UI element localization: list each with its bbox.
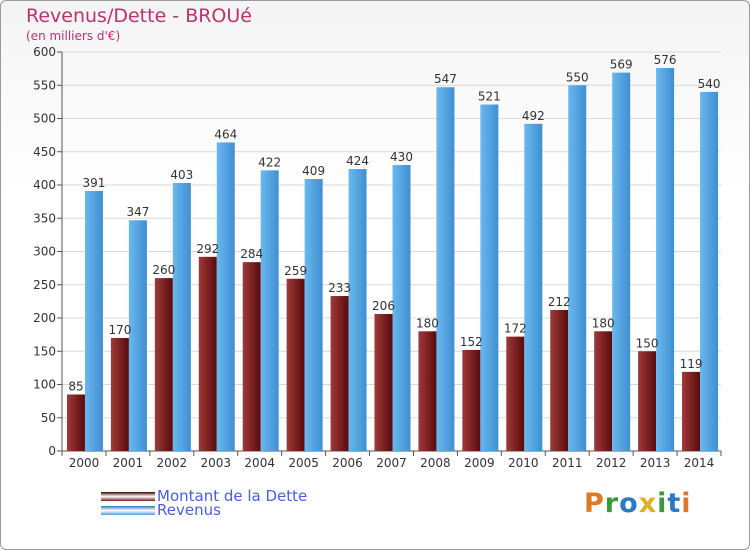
bar-revenue — [260, 170, 279, 451]
data-label-revenue: 492 — [522, 109, 545, 123]
data-label-revenue: 391 — [83, 176, 106, 190]
data-label-revenue: 576 — [654, 53, 677, 67]
bar-debt — [594, 331, 613, 451]
data-label-revenue: 430 — [390, 150, 413, 164]
bar-revenue — [216, 142, 235, 451]
bar-revenue — [84, 190, 103, 452]
bar-revenue — [612, 72, 631, 452]
bar-debt — [638, 351, 657, 451]
y-tick-label: 600 — [33, 45, 56, 59]
data-label-debt: 212 — [548, 295, 571, 309]
x-tick-label: 2010 — [508, 456, 539, 470]
bar-revenue — [480, 104, 499, 451]
data-label-debt: 150 — [636, 336, 659, 350]
legend-item-revenue: Revenus — [101, 501, 221, 519]
data-label-debt: 284 — [240, 247, 263, 261]
x-tick-label: 2005 — [288, 456, 319, 470]
legend-item-debt: Montant de la Dette — [101, 487, 307, 505]
data-label-revenue: 540 — [698, 77, 721, 91]
x-tick-label: 2000 — [69, 456, 100, 470]
x-tick-label: 2009 — [464, 456, 495, 470]
y-tick-label: 200 — [33, 311, 56, 325]
proxiti-logo: Proxiti — [584, 488, 692, 519]
data-label-debt: 206 — [372, 299, 395, 313]
x-tick-label: 2007 — [376, 456, 407, 470]
y-tick-label: 550 — [33, 78, 56, 92]
x-tick-label: 2011 — [552, 456, 583, 470]
data-label-revenue: 550 — [566, 70, 589, 84]
legend-label-revenue: Revenus — [157, 501, 221, 519]
y-tick-label: 100 — [33, 378, 56, 392]
bar-revenue — [524, 123, 543, 451]
bar-debt — [418, 331, 437, 451]
data-label-debt: 85 — [68, 379, 83, 393]
x-tick-label: 2004 — [244, 456, 275, 470]
y-tick-label: 400 — [33, 178, 56, 192]
bar-revenue — [304, 179, 323, 451]
data-label-debt: 152 — [460, 335, 483, 349]
bar-debt — [330, 296, 349, 451]
bar-revenue — [568, 85, 587, 451]
data-label-debt: 180 — [592, 316, 615, 330]
chart-title: Revenus/Dette - BROUé — [26, 5, 252, 27]
y-tick-label: 350 — [33, 211, 56, 225]
x-tick-label: 2013 — [640, 456, 671, 470]
data-label-revenue: 409 — [302, 164, 325, 178]
bar-debt — [154, 278, 173, 451]
x-tick-label: 2014 — [684, 456, 715, 470]
y-tick-label: 150 — [33, 344, 56, 358]
y-tick-label: 500 — [33, 112, 56, 126]
y-tick-label: 450 — [33, 145, 56, 159]
bar-revenue — [436, 87, 455, 452]
data-label-revenue: 347 — [126, 205, 149, 219]
bar-debt — [374, 314, 393, 451]
bar-debt — [506, 336, 525, 451]
x-tick-label: 2003 — [200, 456, 231, 470]
bar-revenue — [700, 91, 719, 452]
bar-debt — [242, 262, 261, 451]
x-tick-label: 2002 — [157, 456, 188, 470]
y-tick-label: 300 — [33, 245, 56, 259]
data-label-revenue: 521 — [478, 90, 501, 104]
data-label-revenue: 547 — [434, 72, 457, 86]
bar-debt — [286, 278, 305, 451]
data-label-debt: 233 — [328, 281, 351, 295]
data-label-debt: 119 — [680, 357, 703, 371]
y-tick-label: 0 — [48, 444, 56, 458]
bar-debt — [198, 256, 217, 451]
data-label-debt: 259 — [284, 264, 307, 278]
x-tick-label: 2006 — [332, 456, 363, 470]
y-tick-label: 250 — [33, 278, 56, 292]
data-label-revenue: 422 — [258, 155, 281, 169]
bar-debt — [682, 371, 701, 451]
data-label-revenue: 424 — [346, 154, 369, 168]
x-tick-label: 2008 — [420, 456, 451, 470]
x-tick-label: 2012 — [596, 456, 627, 470]
data-label-debt: 180 — [416, 316, 439, 330]
bar-debt — [66, 394, 85, 451]
legend-label-debt: Montant de la Dette — [157, 487, 308, 505]
x-tick-label: 2001 — [113, 456, 144, 470]
data-label-debt: 292 — [196, 242, 219, 256]
bar-debt — [462, 349, 481, 451]
y-tick-label: 50 — [41, 411, 56, 425]
bar-revenue — [172, 183, 191, 451]
bar-debt — [110, 337, 129, 451]
data-label-debt: 170 — [108, 323, 131, 337]
chart-subtitle: (en milliers d'€) — [26, 29, 121, 43]
bar-revenue — [392, 165, 411, 452]
legend-swatch-debt — [101, 491, 155, 501]
data-label-debt: 172 — [504, 322, 527, 336]
bar-revenue — [128, 220, 147, 451]
bar-debt — [550, 310, 569, 451]
data-label-revenue: 569 — [610, 58, 633, 72]
legend-swatch-revenue — [101, 505, 155, 515]
data-label-debt: 260 — [152, 263, 175, 277]
data-label-revenue: 464 — [214, 127, 237, 141]
data-label-revenue: 403 — [170, 168, 193, 182]
bar-revenue — [656, 67, 675, 452]
bar-revenue — [348, 169, 367, 452]
